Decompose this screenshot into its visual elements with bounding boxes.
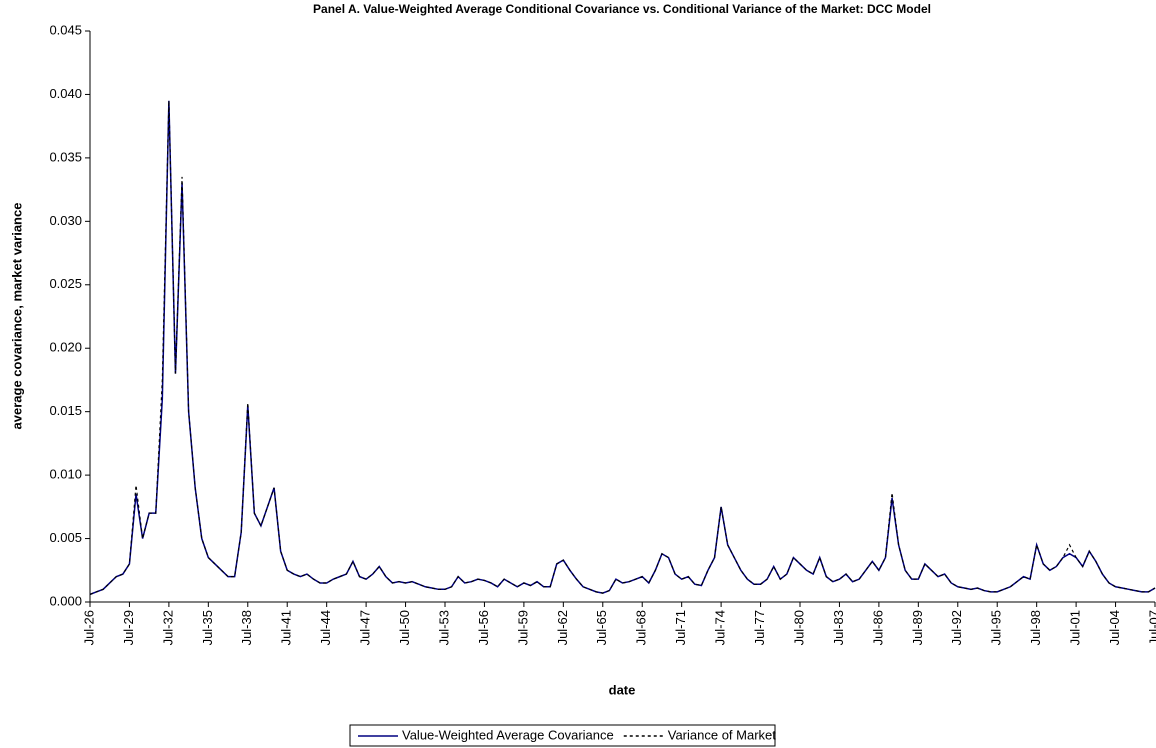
x-tick-label: Jul-68 [634,610,649,645]
x-tick-label: Jul-44 [318,610,333,645]
y-axis-title: average covariance, market variance [9,203,24,430]
y-tick-label: 0.025 [49,276,82,291]
x-tick-label: Jul-35 [200,610,215,645]
legend-label: Variance of Market [668,727,777,742]
y-tick-label: 0.005 [49,530,82,545]
legend-box [349,724,776,747]
x-tick-label: Jul-29 [121,610,136,645]
x-tick-label: Jul-38 [239,610,254,645]
x-tick-label: Jul-86 [870,610,885,645]
x-tick-label: Jul-95 [989,610,1004,645]
x-tick-label: Jul-01 [1068,610,1083,645]
x-tick-label: Jul-77 [752,610,767,645]
x-tick-label: Jul-41 [279,610,294,645]
x-tick-label: Jul-32 [160,610,175,645]
x-tick-label: Jul-74 [713,610,728,645]
x-tick-label: Jul-83 [831,610,846,645]
legend-label: Value-Weighted Average Covariance [402,727,614,742]
series-line [89,100,1156,596]
x-tick-label: Jul-80 [791,610,806,645]
y-tick-label: 0.035 [49,149,82,164]
x-tick-label: Jul-65 [594,610,609,645]
x-tick-label: Jul-71 [673,610,688,645]
y-tick-label: 0.020 [49,340,82,355]
y-tick-label: 0.045 [49,22,82,37]
chart-title: Panel A. Value-Weighted Average Conditio… [313,2,931,16]
x-tick-label: Jul-59 [515,610,530,645]
y-tick-label: 0.030 [49,213,82,228]
x-tick-label: Jul-62 [555,610,570,645]
x-tick-label: Jul-92 [949,610,964,645]
x-axis-title: date [609,682,636,697]
x-tick-label: Jul-56 [476,610,491,645]
x-tick-label: Jul-89 [910,610,925,645]
x-tick-label: Jul-50 [397,610,412,645]
y-tick-label: 0.010 [49,467,82,482]
x-tick-label: Jul-04 [1107,610,1122,645]
x-tick-label: Jul-07 [1146,610,1156,645]
y-tick-label: 0.000 [49,593,82,608]
x-tick-label: Jul-26 [81,610,96,645]
x-tick-label: Jul-47 [358,610,373,645]
series-line [89,100,1156,595]
y-tick-label: 0.040 [49,86,82,101]
y-tick-label: 0.015 [49,403,82,418]
x-tick-label: Jul-98 [1028,610,1043,645]
x-tick-label: Jul-53 [436,610,451,645]
